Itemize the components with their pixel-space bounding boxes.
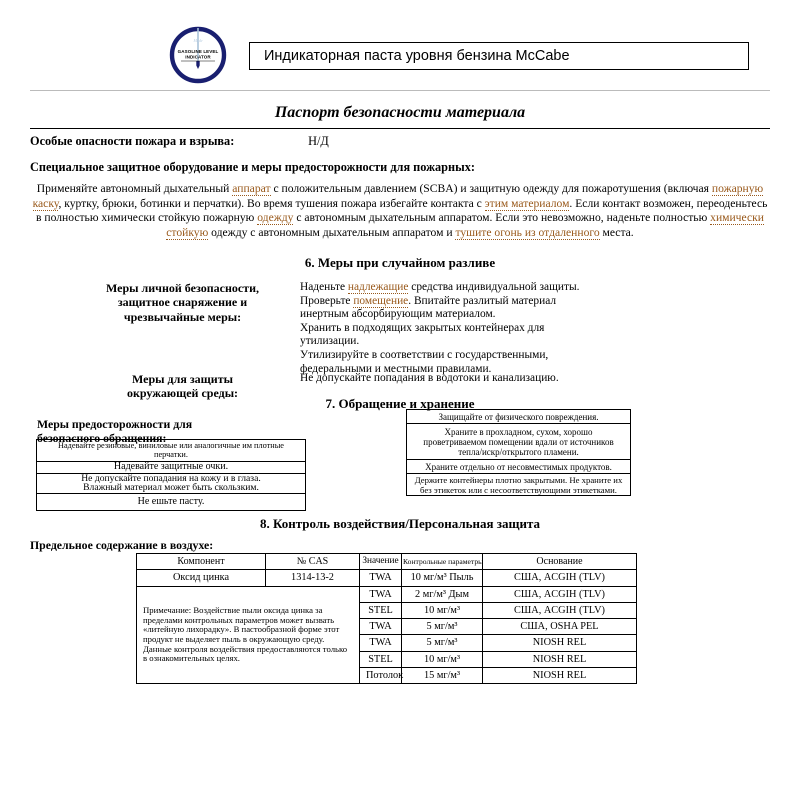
svg-text:GASOLINE LEVEL: GASOLINE LEVEL — [178, 49, 219, 54]
svg-text:Made: Made — [192, 38, 202, 43]
svg-text:INDICATOR: INDICATOR — [185, 54, 211, 59]
